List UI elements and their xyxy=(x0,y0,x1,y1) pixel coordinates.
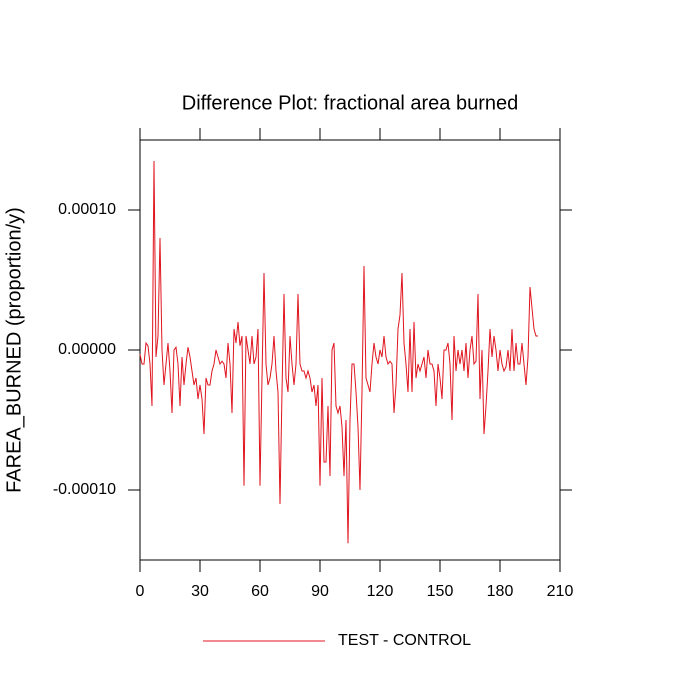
x-tick-label: 120 xyxy=(367,583,394,600)
x-tick-label: 30 xyxy=(191,583,209,600)
x-tick-label: 180 xyxy=(487,583,514,600)
y-tick-label: -0.00010 xyxy=(53,481,116,498)
y-tick-label: 0.00010 xyxy=(58,201,116,218)
data-line xyxy=(139,160,538,544)
x-tick-label: 60 xyxy=(251,583,269,600)
y-axis-label: FAREA_BURNED (proportion/y) xyxy=(3,207,25,493)
x-tick-label: 150 xyxy=(427,583,454,600)
chart-title: Difference Plot: fractional area burned xyxy=(182,92,519,114)
legend-label: TEST - CONTROL xyxy=(338,632,471,649)
x-tick-label: 210 xyxy=(547,583,574,600)
x-tick-label: 90 xyxy=(311,583,329,600)
y-tick-label: 0.00000 xyxy=(58,341,116,358)
x-tick-label: 0 xyxy=(136,583,145,600)
